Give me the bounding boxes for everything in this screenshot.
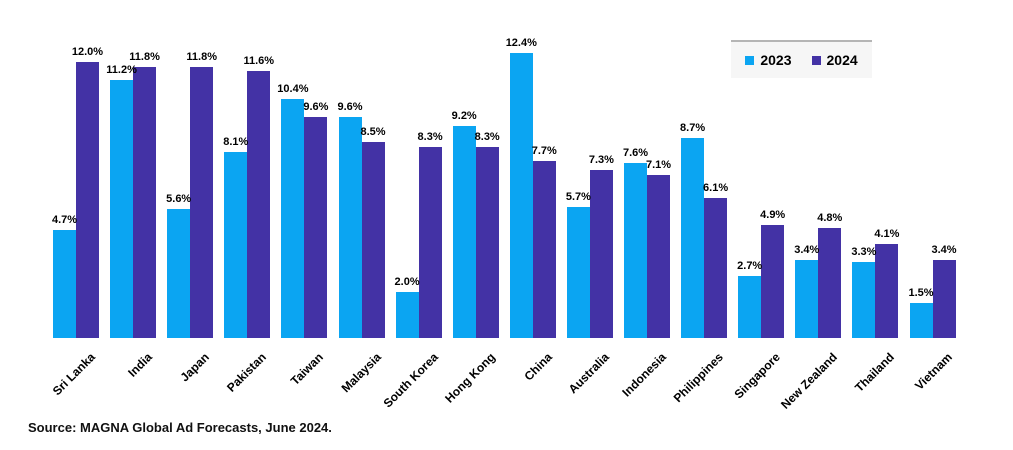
- value-label-2023-hong-kong: 9.2%: [451, 110, 477, 122]
- value-label-2024-south-korea: 8.3%: [417, 131, 443, 143]
- value-label-2024-taiwan: 9.6%: [303, 101, 329, 113]
- bar-2023-singapore: [738, 276, 762, 338]
- chart-legend: 2023 2024: [731, 40, 872, 78]
- bar-2023-china: [509, 53, 533, 338]
- value-label-2023-india: 11.2%: [106, 64, 137, 76]
- legend-item-2023: 2023: [745, 52, 792, 68]
- bar-2023-hong-kong: [452, 126, 476, 338]
- value-label-2024-hong-kong: 8.3%: [474, 131, 500, 143]
- bar-2024-sri-lanka: [76, 62, 99, 338]
- bar-2024-hong-kong: [475, 147, 499, 338]
- value-label-2024-australia: 7.3%: [588, 154, 614, 166]
- bar-2024-japan: [190, 67, 214, 338]
- value-label-2023-thailand: 3.3%: [851, 246, 877, 258]
- value-label-2023-malaysia: 9.6%: [337, 101, 363, 113]
- bar-2023-vietnam: [909, 303, 933, 338]
- value-label-2024-thailand: 4.1%: [874, 228, 900, 240]
- legend-label-2024: 2024: [826, 52, 858, 68]
- bar-2024-vietnam: [932, 260, 956, 338]
- bar-2023-thailand: [852, 262, 876, 338]
- bar-2023-taiwan: [281, 99, 305, 338]
- value-label-2023-philippines: 8.7%: [680, 122, 706, 134]
- value-label-2024-singapore: 4.9%: [760, 209, 786, 221]
- bar-2024-malaysia: [361, 142, 385, 338]
- bar-2024-new-zealand: [818, 228, 842, 338]
- legend-item-2024: 2024: [811, 52, 858, 68]
- bar-2023-india: [110, 80, 134, 338]
- bar-2023-indonesia: [624, 163, 647, 338]
- value-label-2023-singapore: 2.7%: [737, 260, 763, 272]
- value-label-2024-indonesia: 7.1%: [645, 159, 672, 171]
- bar-2024-indonesia: [647, 175, 670, 338]
- value-label-2023-vietnam: 1.5%: [908, 287, 934, 299]
- bar-2023-new-zealand: [795, 260, 819, 338]
- bar-2023-australia: [566, 207, 590, 338]
- value-label-2023-new-zealand: 3.4%: [794, 244, 820, 256]
- value-label-2024-new-zealand: 4.8%: [817, 212, 843, 224]
- bar-2024-south-korea: [418, 147, 442, 338]
- bar-2023-south-korea: [395, 292, 419, 338]
- value-label-2024-china: 7.7%: [531, 145, 557, 157]
- value-label-2024-pakistan: 11.6%: [243, 55, 275, 67]
- value-label-2023-australia: 5.7%: [565, 191, 591, 203]
- value-label-2023-sri-lanka: 4.7%: [51, 214, 78, 226]
- value-label-2024-vietnam: 3.4%: [931, 244, 957, 256]
- bar-2023-sri-lanka: [53, 230, 76, 338]
- value-label-2024-malaysia: 8.5%: [360, 126, 386, 138]
- value-label-2023-indonesia: 7.6%: [622, 147, 649, 159]
- source-note: Source: MAGNA Global Ad Forecasts, June …: [28, 420, 332, 435]
- value-label-2024-sri-lanka: 12.0%: [71, 46, 104, 58]
- value-label-2023-china: 12.4%: [505, 37, 537, 49]
- bar-2024-pakistan: [247, 71, 271, 338]
- bar-2023-japan: [167, 209, 191, 338]
- bar-2023-malaysia: [338, 117, 362, 338]
- bar-2024-australia: [589, 170, 613, 338]
- value-label-2024-india: 11.8%: [129, 51, 160, 63]
- legend-swatch-2023: [745, 55, 755, 65]
- legend-swatch-2024: [811, 55, 821, 65]
- value-label-2023-taiwan: 10.4%: [277, 83, 309, 95]
- bar-2023-philippines: [681, 138, 705, 338]
- value-label-2023-japan: 5.6%: [166, 193, 192, 205]
- bar-2023-pakistan: [224, 152, 248, 338]
- value-label-2024-japan: 11.8%: [186, 51, 217, 63]
- bar-2024-thailand: [875, 244, 899, 338]
- bar-2024-philippines: [704, 198, 728, 338]
- bar-2024-taiwan: [304, 117, 328, 338]
- bar-2024-singapore: [761, 225, 785, 338]
- bar-2024-china: [532, 161, 556, 338]
- value-label-2023-pakistan: 8.1%: [223, 136, 249, 148]
- value-label-2023-south-korea: 2.0%: [394, 276, 420, 288]
- value-label-2024-philippines: 6.1%: [703, 182, 729, 194]
- bar-2024-india: [133, 67, 157, 338]
- legend-label-2023: 2023: [760, 52, 792, 68]
